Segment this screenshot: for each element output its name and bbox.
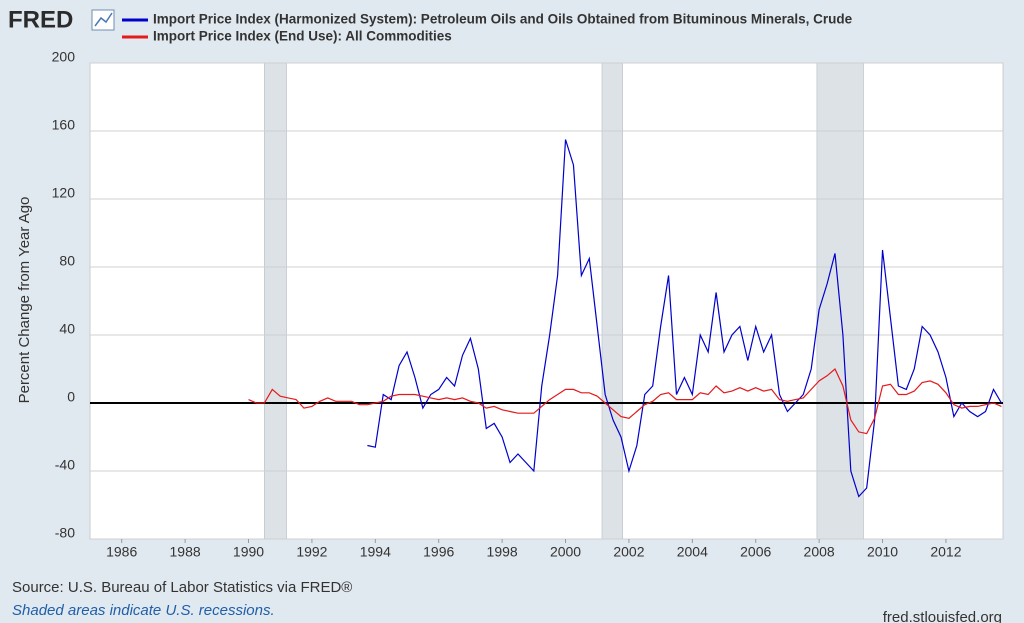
legend-label: Import Price Index (Harmonized System): … [153,12,853,27]
x-tick-label: 2012 [930,544,961,560]
series-line [367,139,1002,498]
y-tick-label: 160 [52,117,76,133]
x-tick-label: 2002 [613,544,644,560]
x-tick-label: 2004 [677,544,708,560]
recession-band [816,62,864,540]
y-tick-label: 120 [52,185,76,201]
y-tick-label: 40 [59,321,75,337]
x-tick-label: 1990 [233,544,264,560]
x-tick-label: 2008 [804,544,835,560]
note: Shaded areas indicate U.S. recessions. [12,602,275,619]
legend-label: Import Price Index (End Use): All Commod… [153,29,452,44]
x-tick-label: 1988 [170,544,201,560]
y-tick-label: -40 [55,457,75,473]
y-axis-title: Percent Change from Year Ago [16,197,33,404]
x-tick-label: 1994 [360,544,391,560]
source: Source: U.S. Bureau of Labor Statistics … [12,579,352,596]
logo: FRED [8,6,73,33]
site: fred.stlouisfed.org [883,609,1002,623]
y-tick-label: 0 [67,389,75,405]
logo-icon [91,9,115,31]
recession-band [264,62,287,540]
x-tick-label: 1996 [423,544,454,560]
x-tick-label: 2006 [740,544,771,560]
y-tick-label: 200 [52,49,76,65]
x-tick-label: 1992 [296,544,327,560]
plot-area [89,62,1004,540]
recession-band [601,62,623,540]
x-tick-label: 2000 [550,544,581,560]
y-tick-label: 80 [59,253,75,269]
y-tick-label: -80 [55,525,75,541]
x-tick-label: 2010 [867,544,898,560]
series-line [248,368,1002,435]
x-tick-label: 1998 [487,544,518,560]
x-tick-label: 1986 [106,544,137,560]
